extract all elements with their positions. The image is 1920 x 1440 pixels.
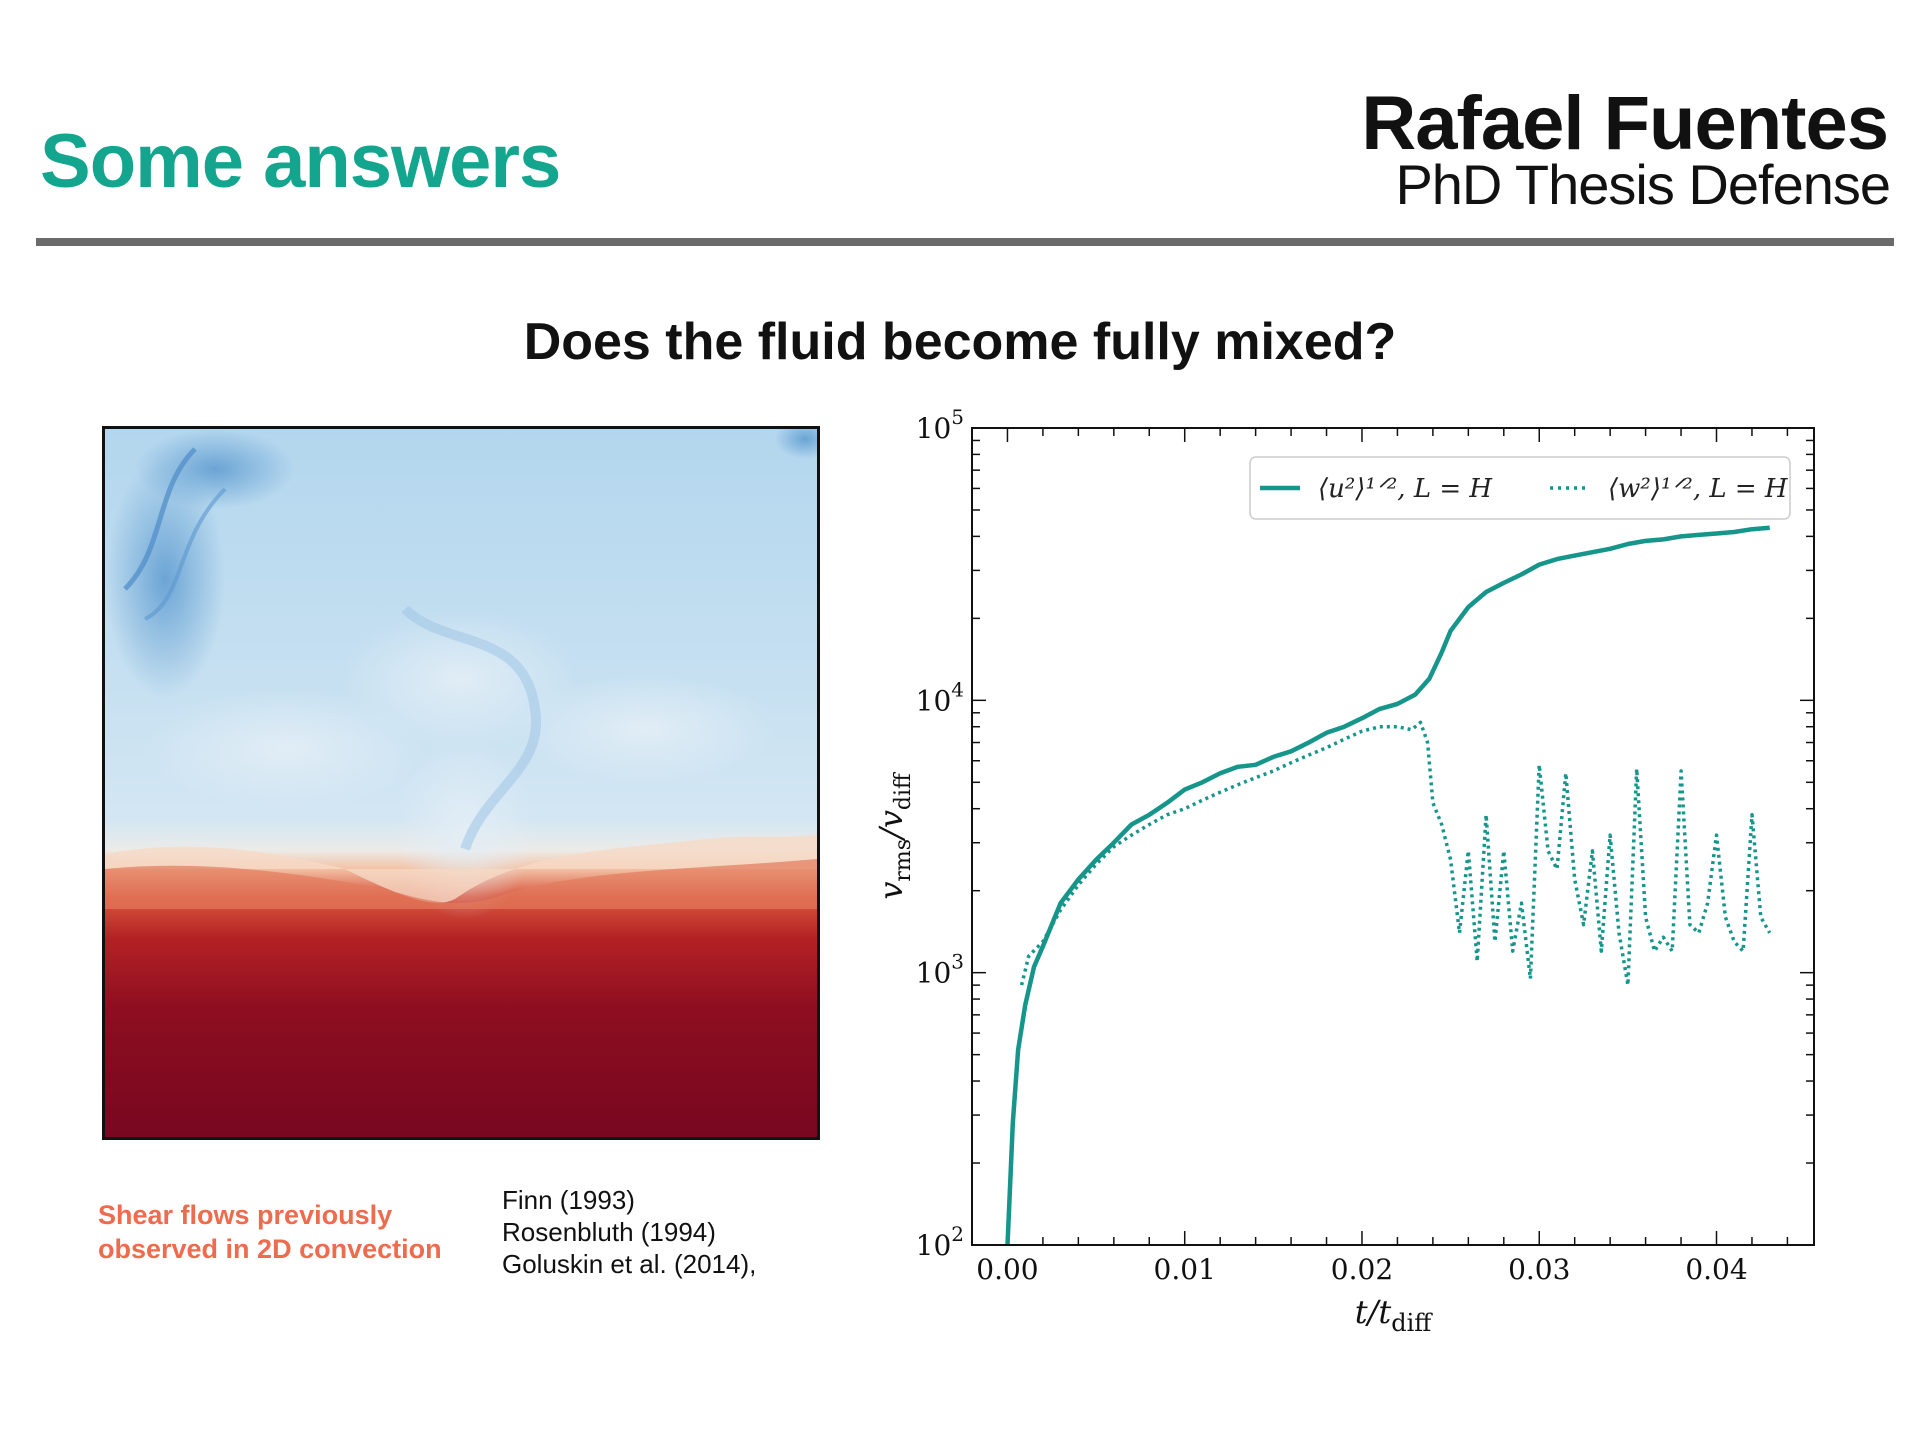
- series-w-line: [1019, 720, 1772, 987]
- chart-series: [1005, 525, 1772, 1246]
- header-divider: [36, 238, 1894, 246]
- y-tick-label: 104: [916, 677, 964, 717]
- author-subtitle: PhD Thesis Defense: [1395, 153, 1891, 216]
- simulation-field-graphic: [105, 429, 817, 1137]
- y-tick-label: 102: [916, 1222, 964, 1262]
- reference-item: Goluskin et al. (2014),: [502, 1249, 757, 1279]
- y-tick-label: 103: [916, 950, 964, 990]
- legend-label: ⟨u²⟩¹ᐟ², L = H: [1318, 474, 1493, 504]
- chart-tick-labels: 0.00 0.01 0.02 0.03 0.04 102 103 104 105: [916, 405, 1748, 1286]
- legend-box: [1249, 456, 1791, 520]
- reference-item: Rosenbluth (1994): [502, 1217, 716, 1247]
- x-tick-label: 0.04: [1685, 1253, 1747, 1286]
- plot-frame: [971, 427, 1815, 1246]
- shear-note-line-2: observed in 2D convection: [98, 1234, 442, 1264]
- chart-legend: ⟨u²⟩¹ᐟ², L = H ⟨w²⟩¹ᐟ², L = H: [1249, 456, 1791, 520]
- chart-axis-labels: t/tdiff vrms/vdiff: [872, 772, 1433, 1337]
- x-axis-label: t/tdiff: [1355, 1293, 1434, 1337]
- x-tick-label: 0.01: [1154, 1253, 1216, 1286]
- simulation-snapshot: [102, 426, 820, 1140]
- y-axis-label: vrms/vdiff: [872, 772, 916, 900]
- shear-note-line-1: Shear flows previously: [98, 1200, 393, 1230]
- chart-ticks: [971, 428, 1814, 1246]
- slide-question: Does the fluid become fully mixed?: [523, 313, 1397, 371]
- y-tick-label: 105: [916, 405, 964, 445]
- x-tick-label: 0.02: [1331, 1253, 1393, 1286]
- slide-title: Some answers: [40, 119, 561, 204]
- x-tick-label: 0.00: [976, 1253, 1038, 1286]
- shear-flow-note: Shear flows previously observed in 2D co…: [98, 1198, 442, 1266]
- velocity-chart: 0.00 0.01 0.02 0.03 0.04 102 103 104 105 ⟨u²⟩¹ᐟ²…: [872, 405, 1815, 1337]
- series-u-line: [1005, 525, 1770, 1246]
- x-tick-label: 0.03: [1508, 1253, 1570, 1286]
- author-name: Rafael Fuentes: [1361, 81, 1889, 166]
- legend-label: ⟨w²⟩¹ᐟ², L = H: [1608, 474, 1789, 504]
- reference-item: Finn (1993): [502, 1185, 635, 1215]
- references-list: Finn (1993) Rosenbluth (1994) Goluskin e…: [502, 1184, 756, 1280]
